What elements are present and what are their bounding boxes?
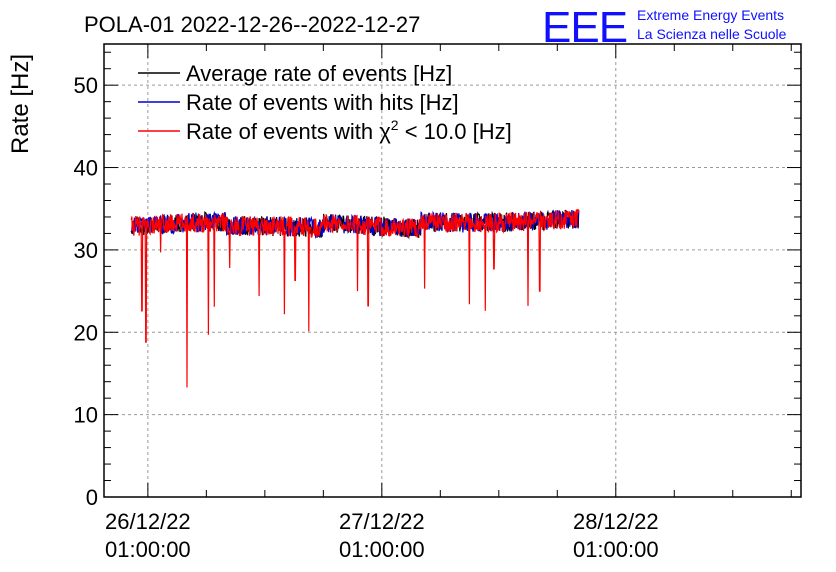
x-tick-label-time: 01:00:00 <box>573 537 659 562</box>
legend-label-2: Rate of events with χ2 < 10.0 [Hz] <box>186 117 512 144</box>
y-axis-label: Rate [Hz] <box>7 54 34 154</box>
eee-logo: EEE Extreme Energy Events La Scienza nel… <box>542 3 787 52</box>
series-layer <box>130 208 580 388</box>
grid-lines <box>104 44 801 497</box>
x-tick-label-time: 01:00:00 <box>339 537 425 562</box>
y-tick-labels: 0 10 20 30 40 50 <box>74 73 98 510</box>
y-tick-label: 30 <box>74 238 98 263</box>
legend: Average rate of events [Hz] Rate of event… <box>138 61 512 144</box>
y-tick-label: 10 <box>74 403 98 428</box>
x-tick-label-date: 27/12/22 <box>339 509 425 534</box>
chart-title: POLA-01 2022-12-26--2022-12-27 <box>84 12 420 37</box>
axes <box>103 43 802 498</box>
logo-line2: La Scienza nelle Scuole <box>637 26 787 42</box>
y-tick-label: 40 <box>74 156 98 181</box>
x-tick-label-date: 28/12/22 <box>573 509 659 534</box>
logo-line1: Extreme Energy Events <box>637 7 784 23</box>
plot-frame <box>103 43 802 498</box>
x-tick-labels: 26/12/22 01:00:00 27/12/22 01:00:00 28/12/22… <box>105 509 659 562</box>
y-tick-label: 0 <box>86 485 98 510</box>
y-tick-label: 50 <box>74 73 98 98</box>
series-line-2 <box>130 208 580 388</box>
y-tick-label: 20 <box>74 320 98 345</box>
legend-label-0: Average rate of events [Hz] <box>186 61 452 86</box>
x-tick-label-date: 26/12/22 <box>105 509 191 534</box>
x-tick-label-time: 01:00:00 <box>105 537 191 562</box>
legend-label-1: Rate of events with hits [Hz] <box>186 90 459 115</box>
